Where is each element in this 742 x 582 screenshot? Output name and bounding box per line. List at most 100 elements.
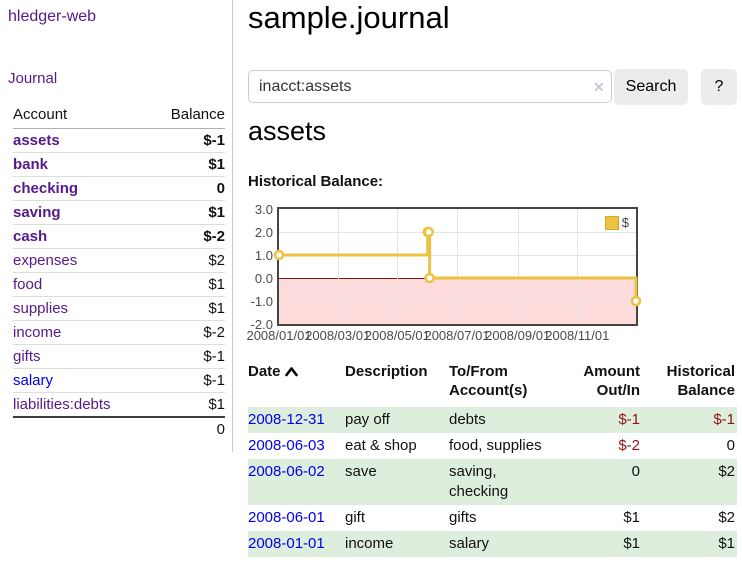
vertical-gridline	[457, 209, 458, 324]
x-axis-tick-label: 2008/05/01	[364, 328, 430, 343]
transactions-table: Date Description To/From Account(s) Amoun…	[248, 362, 737, 557]
balance-column-header: Balance	[149, 103, 225, 129]
account-row-saving: saving $1	[13, 200, 225, 225]
legend-label: $	[621, 215, 629, 230]
page-title: sample.journal	[248, 0, 450, 35]
chart-legend: $	[602, 214, 631, 231]
account-row-expenses: expenses $2	[13, 248, 225, 273]
account-row-income: income $-2	[13, 320, 225, 345]
account-row-food: food $1	[13, 272, 225, 297]
account-balance: $1	[149, 152, 225, 177]
account-row-bank: bank $1	[13, 152, 225, 177]
date-column-header[interactable]: Date	[248, 362, 345, 407]
transaction-description: eat & shop	[345, 437, 417, 454]
transaction-balance: $-1	[642, 407, 737, 433]
account-link-saving[interactable]: saving	[13, 204, 61, 221]
account-balance: $1	[149, 272, 225, 297]
transaction-amount: $-1	[556, 407, 642, 433]
transaction-amount: 0	[556, 459, 642, 505]
transaction-date-link[interactable]: 2008-01-01	[248, 535, 325, 552]
transaction-description: gift	[345, 509, 366, 526]
accounts-header-row: Account Balance	[13, 103, 225, 129]
vertical-gridline	[517, 209, 519, 324]
transaction-accounts: debts	[449, 407, 556, 433]
y-axis-tick-label: 0.0	[254, 271, 273, 286]
transaction-row: 2008-06-02 save saving, checking 0 $2	[248, 459, 737, 505]
brand-link[interactable]: hledger-web	[8, 8, 97, 25]
transaction-balance: 0	[726, 437, 735, 454]
vertical-gridline	[337, 209, 339, 324]
y-axis-tick-label: -1.0	[250, 294, 273, 309]
account-link-checking[interactable]: checking	[13, 180, 79, 197]
sidebar-item-journal[interactable]: Journal	[8, 70, 58, 87]
account-row-supplies: supplies $1	[13, 296, 225, 321]
chart-title: Historical Balance:	[248, 173, 384, 190]
account-balance: $2	[149, 248, 225, 273]
accounts-total-value: 0	[149, 416, 225, 441]
transaction-accounts: saving, checking	[449, 459, 556, 505]
transaction-amount: $-2	[618, 437, 640, 454]
account-balance: 0	[149, 176, 225, 201]
account-balance: $-1	[149, 368, 225, 393]
y-axis-tick-label: 1.0	[254, 248, 273, 263]
transaction-amount: $1	[556, 531, 642, 557]
account-row-salary: salary $-1	[13, 368, 225, 393]
account-link-income[interactable]: income	[13, 324, 62, 341]
account-heading: assets	[248, 116, 327, 146]
y-axis-tick-label: 3.0	[254, 202, 273, 217]
account-link-expenses[interactable]: expenses	[13, 252, 78, 269]
account-row-liabilities-debts: liabilities:debts $1	[13, 392, 225, 417]
transaction-accounts: salary	[449, 531, 556, 557]
transactions-header-row: Date Description To/From Account(s) Amoun…	[248, 362, 737, 407]
account-link-assets[interactable]: assets	[13, 132, 60, 149]
account-link-gifts[interactable]: gifts	[13, 348, 41, 365]
amount-column-header: Amount Out/In	[583, 363, 640, 399]
account-balance: $-1	[149, 344, 225, 369]
transaction-row: 2008-06-03 eat & shop food, supplies $-2…	[248, 433, 737, 459]
account-link-cash[interactable]: cash	[13, 228, 48, 245]
transaction-description: save	[345, 459, 449, 505]
series-point	[424, 272, 435, 284]
x-axis-tick-label: 2008/09/01	[485, 328, 551, 343]
plot-area: $	[273, 207, 642, 326]
transaction-date-link[interactable]: 2008-06-02	[248, 463, 325, 480]
search-input[interactable]	[248, 70, 612, 103]
account-row-gifts: gifts $-1	[13, 344, 225, 369]
series-point	[630, 295, 642, 307]
transaction-description: pay off	[345, 407, 449, 433]
description-column-header: Description	[345, 363, 428, 380]
account-link-liabilities-debts[interactable]: liabilities:debts	[13, 396, 111, 413]
account-balance: $-2	[149, 320, 225, 345]
x-axis-tick-label: 2008/01/01	[246, 328, 312, 343]
x-axis-tick-label: 2008/07/01	[424, 328, 490, 343]
account-link-salary[interactable]: salary	[13, 372, 54, 389]
account-link-food[interactable]: food	[13, 276, 43, 293]
account-link-bank[interactable]: bank	[13, 156, 49, 173]
series-point	[423, 226, 434, 238]
accounts-table: Account Balance assets $-1 bank $1 check…	[13, 103, 225, 441]
account-balance: $1	[149, 296, 225, 321]
help-button[interactable]: ?	[701, 69, 737, 105]
vertical-gridline	[397, 209, 399, 324]
transaction-accounts: gifts	[449, 509, 477, 526]
transaction-balance: $2	[718, 509, 735, 526]
transaction-date-link[interactable]: 2008-06-03	[248, 437, 325, 454]
account-balance: $1	[149, 200, 225, 225]
clear-search-icon[interactable]: ✕	[593, 79, 605, 95]
transaction-date-link[interactable]: 2008-12-31	[248, 411, 325, 428]
account-row-assets: assets $-1	[13, 129, 225, 153]
tofrom-column-header: To/From Account(s)	[449, 363, 528, 399]
y-axis-tick-label: -2.0	[250, 317, 273, 332]
sidebar-divider	[232, 0, 233, 452]
account-row-checking: checking 0	[13, 176, 225, 201]
transaction-date-link[interactable]: 2008-06-01	[248, 509, 325, 526]
account-link-supplies[interactable]: supplies	[13, 300, 69, 317]
transaction-amount: $1	[623, 509, 640, 526]
transaction-row: 2008-12-31 pay off debts $-1 $-1	[248, 407, 737, 433]
account-balance: $1	[149, 392, 225, 417]
transaction-balance: $1	[642, 531, 737, 557]
legend-swatch-icon	[604, 215, 619, 230]
accounts-total-row: 0	[13, 416, 225, 441]
y-axis-tick-label: 2.0	[254, 225, 273, 240]
search-button[interactable]: Search	[614, 69, 688, 105]
